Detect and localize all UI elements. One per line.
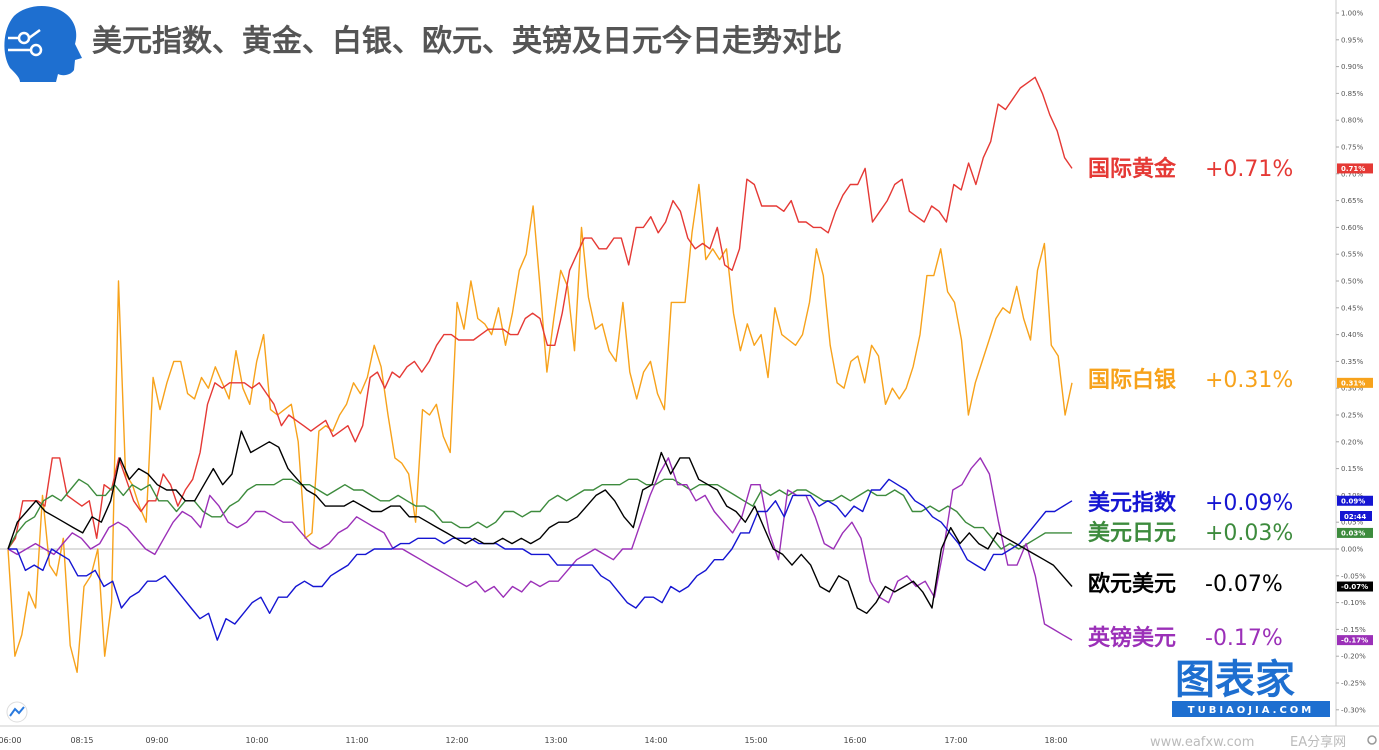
y-tick-label: 0.80% bbox=[1341, 117, 1364, 125]
annotation-name-eur: 欧元美元 bbox=[1088, 571, 1176, 597]
x-tick-label: 15:00 bbox=[744, 736, 767, 745]
value-tag-text-gbp: -0.17% bbox=[1341, 637, 1368, 645]
y-tick-label: 0.55% bbox=[1341, 251, 1364, 259]
series-line-eur bbox=[7, 430, 1073, 614]
x-tick-label: 10:00 bbox=[245, 736, 268, 745]
annotation-value-gold: +0.71% bbox=[1205, 157, 1293, 182]
y-tick-label: 0.30% bbox=[1341, 385, 1364, 393]
annotation-name-dxy: 美元指数 bbox=[1088, 490, 1177, 516]
x-tick-label: 13:00 bbox=[544, 736, 567, 745]
value-tag-text-dxy: 0.09% bbox=[1341, 497, 1365, 505]
watermark: 图表家 TUBIAOJIA.COM bbox=[1172, 657, 1330, 717]
y-tick-label: 0.60% bbox=[1341, 224, 1364, 232]
series-layer bbox=[0, 76, 1336, 673]
x-tick-label: 17:00 bbox=[944, 736, 967, 745]
x-tick-label: 08:15 bbox=[70, 736, 93, 745]
y-tick-label: -0.10% bbox=[1341, 599, 1366, 607]
time-badge: 02:44 bbox=[1344, 513, 1366, 521]
annotation-name-gbp: 英镑美元 bbox=[1088, 625, 1176, 651]
y-tick-label: 1.00% bbox=[1341, 10, 1364, 18]
series-annotations: 国际黄金 +0.71% 国际白银 +0.31% 美元指数 +0.09% 美元日元 +0.03%… bbox=[1088, 156, 1293, 651]
x-tick-label: 12:00 bbox=[445, 736, 468, 745]
price-tags: 0.71% 0.31% 0.09% 0.03% -0.07% -0.17% bbox=[1337, 163, 1373, 646]
y-tick-label: 0.95% bbox=[1341, 36, 1364, 44]
y-tick-label: 0.15% bbox=[1341, 465, 1364, 473]
tradingview-icon[interactable] bbox=[6, 701, 28, 723]
y-tick-label: -0.25% bbox=[1341, 680, 1366, 688]
time-badge-bg bbox=[1340, 511, 1372, 521]
y-tick-label: 0.45% bbox=[1341, 304, 1364, 312]
value-tag-text-gold: 0.71% bbox=[1341, 165, 1365, 173]
y-tick-label: 0.35% bbox=[1341, 358, 1364, 366]
series-line-gold bbox=[7, 76, 1073, 550]
x-axis: 06:00 08:15 09:00 10:00 11:00 12:00 13:00 14:00… bbox=[0, 725, 1379, 745]
brand-logo-icon bbox=[4, 5, 83, 82]
x-tick-label: 09:00 bbox=[145, 736, 168, 745]
annotation-value-silver: +0.31% bbox=[1205, 368, 1293, 393]
x-tick-label: 11:00 bbox=[345, 736, 368, 745]
y-tick-label: -0.15% bbox=[1341, 626, 1366, 634]
settings-icon[interactable] bbox=[1367, 735, 1377, 745]
value-tag-jpy bbox=[1337, 527, 1373, 538]
annotation-value-eur: -0.07% bbox=[1205, 572, 1283, 597]
value-tag-text-eur: -0.07% bbox=[1341, 583, 1368, 591]
annotation-name-silver: 国际白银 bbox=[1088, 367, 1177, 393]
footer-share: EA分享网 bbox=[1290, 734, 1346, 750]
y-tick-label: -0.30% bbox=[1341, 706, 1366, 714]
value-tag-eur bbox=[1337, 581, 1373, 592]
footer-site: www.eafxw.com bbox=[1150, 735, 1254, 750]
x-tick-label: 06:00 bbox=[0, 736, 22, 745]
y-tick-label: 0.75% bbox=[1341, 144, 1364, 152]
annotation-value-dxy: +0.09% bbox=[1205, 491, 1293, 516]
watermark-main: 图表家 bbox=[1175, 657, 1295, 703]
y-tick-label: -0.20% bbox=[1341, 653, 1366, 661]
value-tag-gold bbox=[1337, 163, 1373, 174]
y-tick-label: 0.05% bbox=[1341, 519, 1364, 527]
value-tag-text-silver: 0.31% bbox=[1341, 379, 1365, 387]
y-tick-label: 0.90% bbox=[1341, 63, 1364, 71]
y-tick-label: 0.70% bbox=[1341, 170, 1364, 178]
value-tag-silver bbox=[1337, 377, 1373, 388]
y-tick-label: 0.00% bbox=[1341, 546, 1364, 554]
watermark-banner bbox=[1172, 701, 1330, 717]
annotation-name-gold: 国际黄金 bbox=[1088, 156, 1177, 182]
value-tag-gbp bbox=[1337, 635, 1373, 646]
chart-title: 美元指数、黄金、白银、欧元、英镑及日元今日走势对比 bbox=[92, 24, 842, 59]
annotation-value-gbp: -0.17% bbox=[1205, 626, 1283, 651]
series-line-dxy bbox=[8, 478, 1073, 641]
y-tick-label: 0.20% bbox=[1341, 438, 1364, 446]
y-tick-label: 0.40% bbox=[1341, 331, 1364, 339]
y-axis: 1.00% 0.95% 0.90% 0.85% 0.80% 0.75% 0.70% 0.65%… bbox=[1335, 0, 1366, 726]
y-tick-label: -0.05% bbox=[1341, 572, 1366, 580]
annotation-value-jpy: +0.03% bbox=[1205, 521, 1293, 546]
y-tick-label: 0.50% bbox=[1341, 278, 1364, 286]
value-tag-dxy bbox=[1337, 495, 1373, 506]
x-tick-label: 16:00 bbox=[843, 736, 866, 745]
y-tick-label: 0.65% bbox=[1341, 197, 1364, 205]
series-line-gbp bbox=[7, 457, 1073, 641]
value-tag-text-jpy: 0.03% bbox=[1341, 529, 1365, 537]
annotation-name-jpy: 美元日元 bbox=[1088, 520, 1176, 546]
x-tick-label: 18:00 bbox=[1044, 736, 1067, 745]
watermark-sub: TUBIAOJIA.COM bbox=[1188, 705, 1314, 716]
x-tick-label: 14:00 bbox=[644, 736, 667, 745]
series-line-silver bbox=[7, 183, 1073, 673]
y-tick-label: 0.25% bbox=[1341, 412, 1364, 420]
y-tick-label: 0.85% bbox=[1341, 90, 1364, 98]
